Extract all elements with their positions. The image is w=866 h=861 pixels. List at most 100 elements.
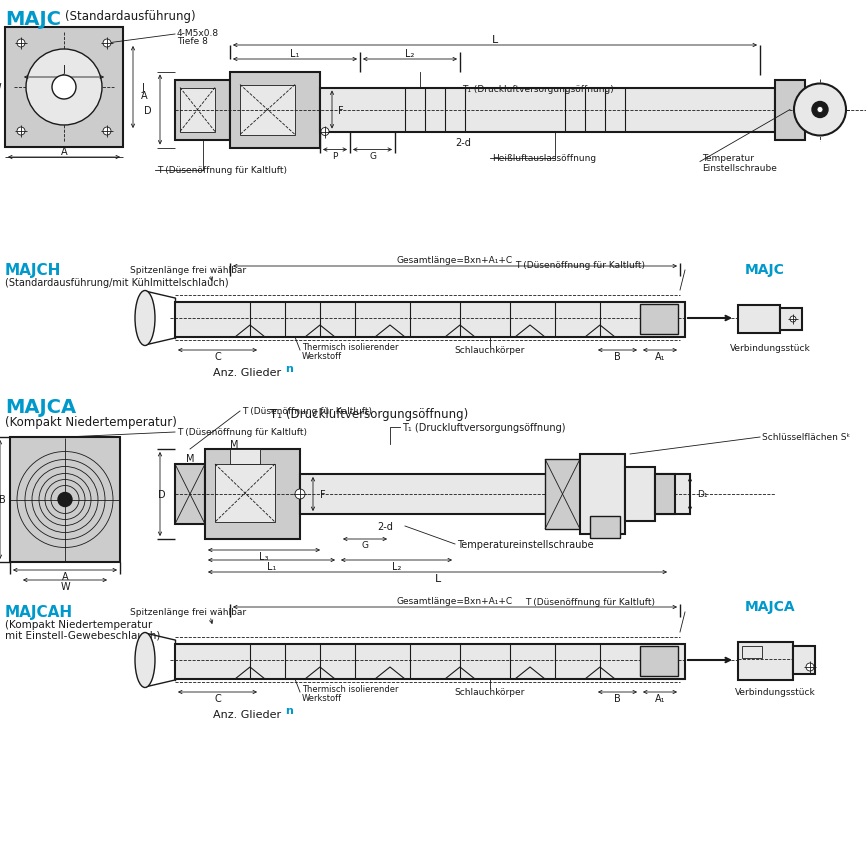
Text: J: J <box>141 83 144 93</box>
Text: Tiefe 8: Tiefe 8 <box>177 38 208 46</box>
Text: 2-d: 2-d <box>455 138 471 147</box>
Bar <box>175 80 230 140</box>
Bar <box>300 474 690 514</box>
Text: Thermisch isolierender: Thermisch isolierender <box>302 684 398 694</box>
Text: A: A <box>141 91 147 101</box>
Text: T (Düsenöffnung für Kaltluft): T (Düsenöffnung für Kaltluft) <box>525 598 655 607</box>
Text: MAJC: MAJC <box>745 263 785 276</box>
Text: (Kompakt Niedertemperatur: (Kompakt Niedertemperatur <box>5 619 152 629</box>
Bar <box>10 437 120 562</box>
Text: Gesamtlänge=Bxn+A₁+C: Gesamtlänge=Bxn+A₁+C <box>397 597 513 606</box>
Bar <box>175 464 205 524</box>
Text: mit Einstell-Gewebeschlauch): mit Einstell-Gewebeschlauch) <box>5 630 160 641</box>
Bar <box>5 28 123 148</box>
Bar <box>655 474 675 514</box>
Text: A₁: A₁ <box>655 351 665 362</box>
Text: Werkstoff: Werkstoff <box>302 694 342 703</box>
Circle shape <box>17 127 25 136</box>
Text: B: B <box>614 351 621 362</box>
Bar <box>240 85 295 135</box>
Text: (Standardausführung/mit Kühlmittelschlauch): (Standardausführung/mit Kühlmittelschlau… <box>5 278 229 288</box>
Text: Thermisch isolierender: Thermisch isolierender <box>302 343 398 352</box>
Text: Heißluftauslassöffnung: Heißluftauslassöffnung <box>492 154 596 163</box>
Text: Spitzenlänge frei wählbar: Spitzenlänge frei wählbar <box>130 608 246 616</box>
Bar <box>590 517 620 538</box>
Bar <box>738 306 780 333</box>
Text: A: A <box>61 572 68 581</box>
Text: Spitzenlänge frei wählbar: Spitzenlänge frei wählbar <box>130 266 246 276</box>
Bar <box>180 89 215 133</box>
Bar <box>793 647 815 674</box>
Text: T (Düsenöffnung für Kaltluft): T (Düsenöffnung für Kaltluft) <box>177 428 307 437</box>
Text: MAJC: MAJC <box>5 10 61 29</box>
Text: L₃: L₃ <box>259 551 268 561</box>
Circle shape <box>17 40 25 48</box>
Bar <box>175 303 685 338</box>
Text: L₁: L₁ <box>290 49 300 59</box>
Bar <box>780 308 802 331</box>
Text: D: D <box>145 105 152 115</box>
Text: (Kompakt Niedertemperatur): (Kompakt Niedertemperatur) <box>5 416 177 429</box>
Circle shape <box>58 493 72 507</box>
Circle shape <box>794 84 846 136</box>
Text: T₁ (Druckluftversorgungsöffnung): T₁ (Druckluftversorgungsöffnung) <box>402 423 565 432</box>
Circle shape <box>26 50 102 126</box>
Circle shape <box>806 663 814 672</box>
Ellipse shape <box>135 633 155 688</box>
Circle shape <box>295 489 305 499</box>
Text: (Standardausführung): (Standardausführung) <box>65 10 196 23</box>
Text: Schlauchkörper: Schlauchkörper <box>455 346 525 355</box>
Text: F: F <box>320 489 326 499</box>
Text: Temperatur: Temperatur <box>702 154 754 163</box>
Bar <box>580 455 625 535</box>
Text: G: G <box>361 541 369 550</box>
Text: L: L <box>492 35 498 45</box>
Text: B: B <box>0 495 6 505</box>
Circle shape <box>812 102 828 118</box>
Text: MAJCH: MAJCH <box>5 263 61 278</box>
Bar <box>742 647 762 659</box>
Text: Gesamtlänge=Bxn+A₁+C: Gesamtlänge=Bxn+A₁+C <box>397 257 513 265</box>
Text: Schlüsselflächen Sᵏ: Schlüsselflächen Sᵏ <box>762 433 850 442</box>
Bar <box>775 80 805 140</box>
Text: Verbindungsstück: Verbindungsstück <box>734 688 816 697</box>
Text: D: D <box>158 489 166 499</box>
Text: Verbindungsstück: Verbindungsstück <box>730 344 811 353</box>
Bar <box>215 464 275 523</box>
Text: W: W <box>0 83 1 93</box>
Text: F: F <box>338 105 344 115</box>
Circle shape <box>103 127 111 136</box>
Text: B: B <box>614 693 621 703</box>
Text: T (Düsenöffnung für Kaltluft): T (Düsenöffnung für Kaltluft) <box>242 407 372 416</box>
Text: T₁ (Druckluftversorgungsöffnung): T₁ (Druckluftversorgungsöffnung) <box>270 408 469 421</box>
Ellipse shape <box>135 291 155 346</box>
Bar <box>625 468 655 522</box>
Text: Werkstoff: Werkstoff <box>302 352 342 361</box>
Text: C: C <box>214 693 221 703</box>
Circle shape <box>321 128 329 136</box>
Text: MAJCAH: MAJCAH <box>5 604 73 619</box>
Text: MAJCA: MAJCA <box>5 398 76 417</box>
Circle shape <box>817 108 823 114</box>
Bar <box>738 642 793 680</box>
Text: n: n <box>285 706 293 715</box>
Text: Temperatureinstellschraube: Temperatureinstellschraube <box>457 539 593 549</box>
Text: L₂: L₂ <box>391 561 401 572</box>
Text: G: G <box>369 152 376 161</box>
Text: n: n <box>285 364 293 374</box>
Text: D₁: D₁ <box>697 490 708 499</box>
Bar <box>175 644 685 679</box>
Bar <box>230 449 260 464</box>
Text: Einstellschraube: Einstellschraube <box>702 164 777 173</box>
Text: P: P <box>333 152 338 161</box>
Text: 2-d: 2-d <box>377 522 393 531</box>
Text: A: A <box>61 147 68 157</box>
Text: W: W <box>61 581 70 592</box>
Text: MAJCA: MAJCA <box>745 599 796 613</box>
Bar <box>230 72 320 148</box>
Text: J: J <box>62 65 66 75</box>
Text: Schlauchkörper: Schlauchkörper <box>455 688 525 697</box>
Text: D₁: D₁ <box>827 106 837 115</box>
Text: L₂: L₂ <box>405 49 415 59</box>
Text: L₁: L₁ <box>267 561 276 572</box>
